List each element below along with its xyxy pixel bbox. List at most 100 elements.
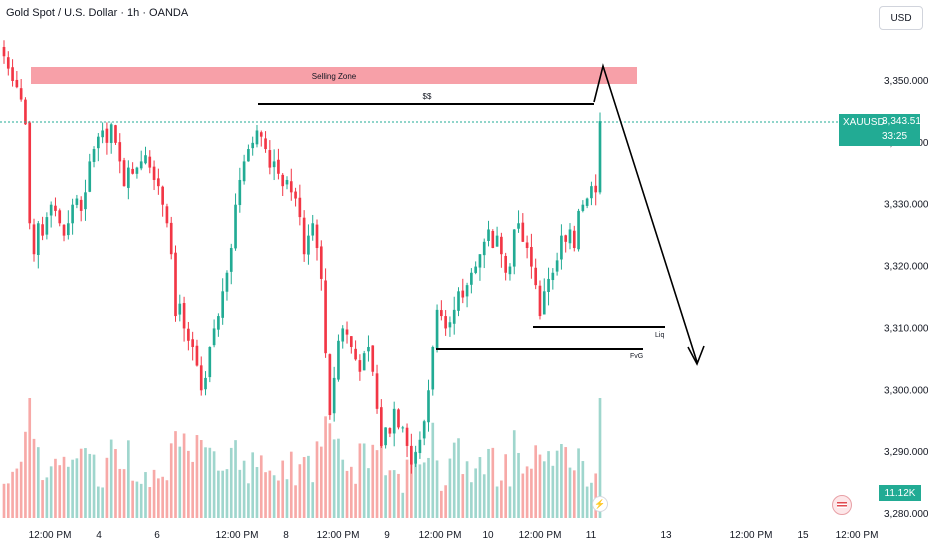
x-tick-label: 12:00 PM <box>216 530 259 541</box>
volume-bar <box>431 422 435 518</box>
candle-body <box>418 439 422 454</box>
volume-bar <box>2 483 6 518</box>
candle-body <box>525 242 529 249</box>
volume-bar <box>251 452 255 518</box>
candle-body <box>371 345 375 372</box>
candle-body <box>452 309 456 324</box>
volume-bar <box>577 448 580 518</box>
volume-bar <box>461 474 465 518</box>
volume-bar <box>259 455 263 518</box>
fvg-label: FvG <box>630 353 643 360</box>
volume-bar <box>538 454 542 518</box>
volume-bar <box>127 440 130 518</box>
volume-bar <box>229 447 233 518</box>
candle-body <box>487 229 490 242</box>
candle-body <box>169 222 173 255</box>
candle-body <box>131 168 134 174</box>
candle-body <box>122 160 126 187</box>
volume-bar <box>157 478 160 518</box>
time-axis[interactable]: 12:00 PM 4 6 12:00 PM 8 12:00 PM 9 12:00 PM 10 12… <box>29 530 879 541</box>
candle-body <box>448 322 452 328</box>
candle-body <box>178 303 182 315</box>
volume-bar <box>118 468 122 518</box>
candle-body <box>495 235 499 247</box>
candle-body <box>410 445 413 465</box>
volume-bar <box>268 470 272 518</box>
candle-body <box>259 132 263 137</box>
volume-bar <box>332 439 336 518</box>
candle-body <box>62 224 66 236</box>
volume-bar <box>517 452 520 518</box>
candle-body <box>148 156 152 168</box>
volume-bar <box>242 460 246 518</box>
x-tick-label: 6 <box>154 530 160 541</box>
candle-body <box>414 452 417 464</box>
candle-body <box>268 150 272 168</box>
candle-body <box>139 161 143 169</box>
candle-body <box>251 142 255 149</box>
candle-body <box>294 191 297 199</box>
selling-zone-label: Selling Zone <box>312 72 357 81</box>
candle-body <box>568 229 572 244</box>
candle-body <box>71 204 74 224</box>
candle-body <box>435 309 439 349</box>
projection-arrow <box>593 63 698 363</box>
candle-body <box>354 348 357 360</box>
volume-bar <box>234 440 237 518</box>
volume-bar <box>319 446 323 518</box>
candle-body <box>114 125 117 143</box>
volume-bar <box>560 444 563 518</box>
volume-bar <box>358 443 362 518</box>
currency-button[interactable]: USD <box>879 6 923 30</box>
candle-body <box>109 124 113 143</box>
volume-bar <box>109 439 113 518</box>
volume-bar <box>307 455 310 518</box>
volume-bar <box>470 482 473 518</box>
candle-body <box>332 377 336 414</box>
volume-bar <box>49 466 53 518</box>
volume-bar <box>482 474 486 518</box>
volume-bar <box>264 472 267 518</box>
candle-body <box>144 155 147 164</box>
candle-body <box>49 204 53 216</box>
volume-bar <box>568 467 572 518</box>
candle-body <box>517 223 520 229</box>
candle-body <box>289 181 293 193</box>
volume-bar <box>465 461 469 518</box>
candle-body <box>508 266 512 275</box>
candle-body <box>345 329 349 335</box>
volume-bar <box>478 457 482 518</box>
candle-body <box>281 174 285 187</box>
candle-body <box>349 336 353 347</box>
candle-body <box>272 161 276 168</box>
x-tick-label: 12:00 PM <box>317 530 360 541</box>
candle-body <box>311 223 315 236</box>
volume-bar <box>66 466 70 518</box>
volume-bar <box>564 447 568 518</box>
candle-body <box>474 266 477 273</box>
candle-body <box>88 161 92 192</box>
bolt-icon[interactable]: ⚡ <box>592 496 608 512</box>
volume-bar <box>148 487 152 518</box>
volume-bar <box>392 470 396 518</box>
volume-bar <box>487 448 490 518</box>
volume-bar <box>414 451 417 518</box>
volume-bar <box>165 480 169 518</box>
candle-body <box>255 130 259 145</box>
volume-bar <box>504 454 507 518</box>
candle-body <box>379 407 383 446</box>
volume-bar <box>41 480 44 518</box>
volume-bar <box>512 430 516 518</box>
volume-bar <box>435 460 439 518</box>
volume-bar <box>328 423 332 518</box>
candle-body <box>165 206 169 224</box>
volume-bar <box>255 467 259 518</box>
volume-bar <box>418 464 422 518</box>
volume-bar <box>105 457 109 518</box>
x-tick-label: 12:00 PM <box>29 530 72 541</box>
us-flag-icon[interactable] <box>832 495 852 515</box>
volume-bar <box>208 447 212 518</box>
candle-body <box>461 290 465 298</box>
candle-body <box>285 179 289 185</box>
